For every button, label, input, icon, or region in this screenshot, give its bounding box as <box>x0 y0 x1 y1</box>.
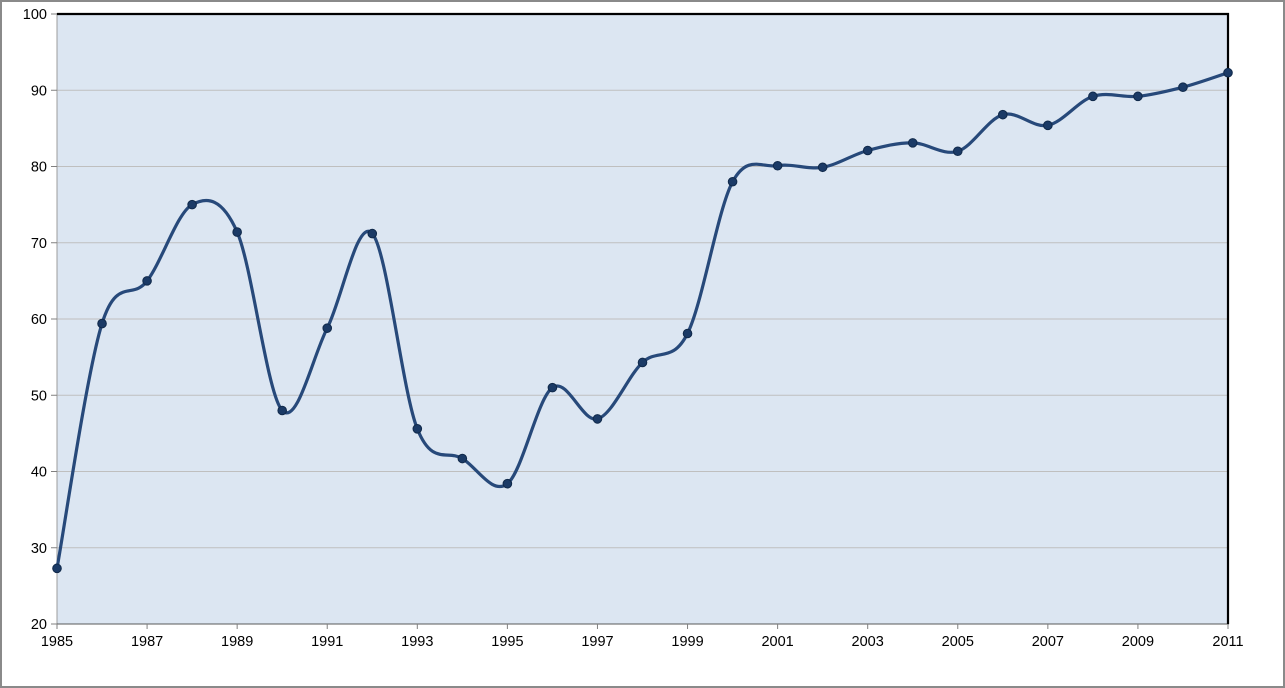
data-point-marker <box>547 382 558 393</box>
data-point-marker <box>412 424 423 434</box>
data-point-marker <box>367 228 378 239</box>
data-point-marker <box>1043 120 1053 131</box>
x-axis-tick-label: 1997 <box>581 634 613 650</box>
y-axis-tick-label: 90 <box>31 83 47 99</box>
data-point-marker <box>1178 82 1188 92</box>
x-axis-tick-label: 1989 <box>221 634 253 650</box>
data-point-marker <box>998 109 1008 120</box>
y-axis-tick-label: 70 <box>31 236 47 252</box>
x-axis-tick-label: 1999 <box>671 634 703 650</box>
x-axis-tick-label: 2001 <box>761 634 793 650</box>
data-point-marker <box>142 276 152 286</box>
data-point-marker <box>502 478 513 489</box>
data-point-marker <box>592 414 603 424</box>
data-point-marker <box>232 227 242 237</box>
data-point-marker <box>277 405 287 416</box>
x-axis-tick-label: 1995 <box>491 634 523 650</box>
x-axis-tick-label: 2009 <box>1122 634 1154 650</box>
y-axis-tick-label: 60 <box>31 312 47 328</box>
x-axis-tick-label: 1993 <box>401 634 433 650</box>
data-point-marker <box>772 160 783 171</box>
data-point-marker <box>1223 67 1233 78</box>
y-axis-tick-label: 40 <box>31 465 47 481</box>
x-axis-tick-label: 2007 <box>1032 634 1064 650</box>
data-point-marker <box>322 323 333 333</box>
x-axis-tick-label: 1985 <box>41 634 73 650</box>
x-axis-tick-label: 1987 <box>131 634 163 650</box>
y-axis-tick-label: 30 <box>31 541 47 557</box>
x-axis-tick-label: 2005 <box>942 634 974 650</box>
data-point-marker <box>682 328 693 339</box>
y-axis-tick-label: 80 <box>31 160 47 176</box>
data-point-marker <box>97 318 107 329</box>
x-axis-tick-label: 2011 <box>1212 634 1243 650</box>
data-point-marker <box>1133 91 1143 102</box>
data-point-marker <box>637 357 648 368</box>
x-axis-tick-label: 1991 <box>311 634 343 650</box>
y-axis-tick-label: 20 <box>31 617 47 633</box>
x-axis-tick-label: 2003 <box>852 634 884 650</box>
data-point-marker <box>862 145 873 156</box>
data-point-marker <box>187 199 197 210</box>
y-axis-tick-label: 50 <box>31 388 47 404</box>
data-point-marker <box>457 453 468 464</box>
data-point-marker <box>907 138 918 148</box>
data-point-marker <box>817 162 828 173</box>
data-point-marker <box>727 176 738 187</box>
data-point-marker <box>1088 91 1098 102</box>
y-axis-tick-label: 100 <box>23 7 47 23</box>
data-point-marker <box>952 146 963 157</box>
data-point-marker <box>52 563 62 574</box>
